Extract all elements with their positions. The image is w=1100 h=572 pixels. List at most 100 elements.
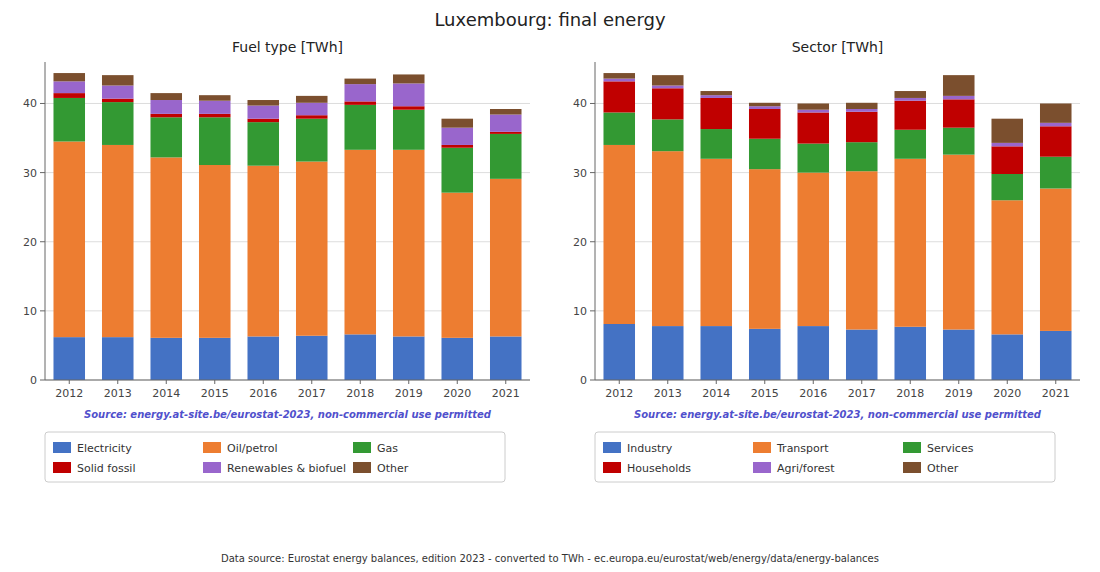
bar-segment xyxy=(344,79,376,85)
legend-swatch xyxy=(603,442,621,453)
x-tick xyxy=(910,380,911,384)
bar-segment xyxy=(102,145,134,337)
legend-label: Other xyxy=(927,462,959,475)
bar-segment xyxy=(846,330,878,380)
y-tick xyxy=(590,380,595,381)
x-tick-label: 2019 xyxy=(395,387,423,400)
x-tick xyxy=(1007,380,1008,384)
x-tick xyxy=(861,380,862,384)
legend-label: Oil/petrol xyxy=(227,442,278,455)
bar-segment xyxy=(1040,123,1072,126)
bar-segment xyxy=(102,75,134,85)
bar-segment xyxy=(603,79,635,82)
x-tick xyxy=(813,380,814,384)
bar-segment xyxy=(199,114,231,117)
bar-segment xyxy=(296,119,328,162)
x-tick xyxy=(214,380,215,384)
bar-segment xyxy=(441,119,473,128)
bar-segment xyxy=(700,159,732,326)
bar-segment xyxy=(943,330,975,380)
y-tick-label: 20 xyxy=(573,236,587,249)
legend-swatch xyxy=(353,462,371,473)
bar-segment xyxy=(199,101,231,114)
bar-segment xyxy=(344,334,376,380)
bar-segment xyxy=(1040,103,1072,122)
y-tick-label: 30 xyxy=(573,167,587,180)
bar-segment xyxy=(53,337,85,380)
bar-segment xyxy=(603,324,635,380)
bar-segment xyxy=(749,109,781,139)
source-text: Source: energy.at-site.be/eurostat-2023,… xyxy=(84,409,492,420)
bar-segment xyxy=(603,112,635,144)
bar-segment xyxy=(490,109,522,115)
x-tick-label: 2018 xyxy=(896,387,924,400)
y-tick-label: 10 xyxy=(23,305,37,318)
bar-segment xyxy=(652,75,684,85)
bar-segment xyxy=(652,86,684,89)
bar-segment xyxy=(344,101,376,104)
bar-segment xyxy=(991,334,1023,380)
legend-swatch xyxy=(53,462,71,473)
x-tick-label: 2012 xyxy=(605,387,633,400)
x-tick xyxy=(360,380,361,384)
bar-segment xyxy=(296,162,328,336)
bar-segment xyxy=(991,119,1023,143)
legend-swatch xyxy=(753,442,771,453)
x-tick xyxy=(69,380,70,384)
bar-segment xyxy=(797,103,829,109)
y-tick xyxy=(590,310,595,311)
legend-swatch xyxy=(903,442,921,453)
legend-label: Transport xyxy=(776,442,829,455)
legend-swatch xyxy=(203,462,221,473)
x-tick-label: 2020 xyxy=(443,387,471,400)
y-tick-label: 20 xyxy=(23,236,37,249)
bar-segment xyxy=(344,150,376,335)
bar-segment xyxy=(53,81,85,93)
legend-label: Gas xyxy=(377,442,398,455)
bar-segment xyxy=(603,81,635,112)
bar-segment xyxy=(749,103,781,106)
bar-segment xyxy=(991,146,1023,174)
bar-segment xyxy=(652,151,684,326)
y-tick-label: 0 xyxy=(30,374,37,387)
legend: ElectricityOil/petrolGasSolid fossilRene… xyxy=(45,432,505,482)
bar-segment xyxy=(247,106,279,119)
bar-segment xyxy=(199,338,231,380)
legend-label: Industry xyxy=(627,442,673,455)
x-tick-label: 2014 xyxy=(702,387,730,400)
y-tick xyxy=(590,172,595,173)
bar-segment xyxy=(797,326,829,380)
y-tick-label: 40 xyxy=(23,97,37,110)
x-tick-label: 2017 xyxy=(848,387,876,400)
bar-segment xyxy=(797,173,829,326)
bar-segment xyxy=(441,193,473,338)
bar-segment xyxy=(53,142,85,338)
x-tick xyxy=(311,380,312,384)
bar-segment xyxy=(247,119,279,122)
y-tick xyxy=(590,241,595,242)
bar-segment xyxy=(247,122,279,166)
legend-swatch xyxy=(603,462,621,473)
bar-segment xyxy=(700,129,732,159)
chart-root: Luxembourg: final energyData source: Eur… xyxy=(0,0,1100,572)
legend-swatch xyxy=(753,462,771,473)
bar-segment xyxy=(894,101,926,130)
bar-segment xyxy=(797,110,829,113)
bar-segment xyxy=(1040,189,1072,331)
bar-segment xyxy=(603,73,635,79)
bar-segment xyxy=(150,157,182,337)
y-tick-label: 0 xyxy=(580,374,587,387)
bar-segment xyxy=(894,327,926,380)
bar-segment xyxy=(393,110,425,150)
x-tick-label: 2014 xyxy=(152,387,180,400)
bar-segment xyxy=(150,93,182,100)
bar-segment xyxy=(150,100,182,114)
y-tick xyxy=(40,310,45,311)
bar-segment xyxy=(150,117,182,157)
bar-segment xyxy=(441,338,473,380)
bar-segment xyxy=(700,326,732,380)
y-axis-line xyxy=(45,62,46,380)
bar-segment xyxy=(991,200,1023,334)
bar-segment xyxy=(393,336,425,380)
legend-label: Electricity xyxy=(77,442,132,455)
